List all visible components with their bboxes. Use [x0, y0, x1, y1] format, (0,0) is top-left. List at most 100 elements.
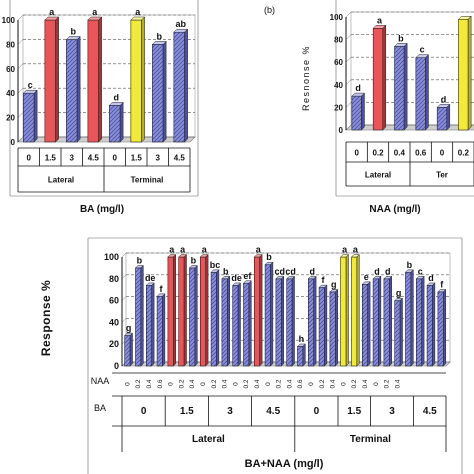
chart-2-ba-tick-label: 3 — [389, 406, 395, 417]
chart-2-bar-letter: b — [407, 260, 413, 270]
chart-0-xtick-label: 4.5 — [174, 154, 186, 163]
chart-0-bar — [44, 19, 56, 143]
chart-2-bar — [167, 256, 174, 367]
chart-2-bar — [351, 256, 358, 367]
chart-2-bar-side — [302, 343, 306, 367]
chart-2-naa-tick-label: 0.4 — [254, 379, 261, 388]
chart-2-bar-side — [227, 275, 230, 367]
chart-0-grid-diag — [17, 136, 24, 143]
chart-2-group-label: Lateral — [192, 434, 225, 445]
chart-0-grid-diag — [17, 63, 24, 69]
chart-1-bar-side — [403, 42, 408, 131]
chart-2-bar-side — [432, 282, 436, 367]
panel-b-label: (b) — [264, 5, 275, 15]
chart-0-ytick-label: 0 — [11, 138, 16, 147]
chart-2-bar — [307, 278, 314, 367]
chart-1-ytick-label: 20 — [334, 103, 343, 112]
chart-2-bar-letter: ef — [243, 271, 252, 281]
chart-2-group-label: Terminal — [350, 434, 391, 445]
chart-0-grid-diag — [17, 14, 24, 21]
chart-2-naa-tick-label: 0 — [308, 382, 315, 386]
chart-2-bar-side — [237, 282, 241, 367]
chart-0-ytick-label: 20 — [6, 114, 15, 123]
chart-1-bar — [351, 95, 362, 131]
chart-2-naa-tick-label: 0.6 — [297, 379, 304, 388]
chart-1-xtick-label: 0.6 — [415, 149, 427, 158]
chart-2-bar — [124, 335, 131, 367]
chart-2-bar-letter: g — [331, 279, 337, 289]
chart-1-xtick-label: 0.2 — [372, 149, 384, 158]
chart-2-bar — [426, 285, 433, 367]
chart-2-bar — [318, 287, 325, 367]
chart-2-ba-tick-label: 0 — [314, 406, 320, 417]
chart-0-group-label: Lateral — [48, 176, 74, 185]
chart-2-bar-letter: e — [364, 272, 369, 282]
chart-2-bar-side — [281, 275, 284, 367]
chart-2-naa-tick-label: 0.4 — [189, 379, 196, 388]
chart-0-grid-diag — [17, 39, 24, 45]
chart-1-bar-letter: d — [355, 83, 361, 93]
chart-b-ylabel: Resnonse % — [301, 45, 311, 111]
chart-1-grid-diag — [345, 79, 352, 85]
chart-2-naa-tick-label: 0.6 — [157, 379, 164, 388]
chart-1-floor — [345, 124, 474, 131]
chart-2-bar-letter: f — [440, 279, 444, 289]
chart-2-naa-tick-label: 0.2 — [178, 379, 185, 388]
chart-c-xlabel: BA+NAA (mg/l) — [245, 458, 324, 470]
chart-0-ytick-label: 40 — [6, 89, 15, 98]
chart-2-ba-tick-label: 1.5 — [347, 406, 361, 417]
chart-2-bar — [405, 271, 412, 367]
chart-0-bar-side — [55, 16, 59, 143]
chart-2-bar — [437, 291, 444, 367]
chart-2-bar-side — [129, 332, 133, 367]
chart-c-naa-row-label: NAA — [91, 376, 110, 386]
chart-2-bar — [254, 256, 261, 367]
chart-2-naa-tick-label: 0.4 — [394, 379, 401, 388]
chart-1-grid-diag — [345, 57, 352, 63]
chart-1-grid-diag — [345, 34, 352, 40]
chart-1-grid-diag — [345, 102, 352, 108]
chart-2-bar — [372, 278, 379, 367]
chart-1-group-label: Ter — [436, 171, 448, 180]
chart-2-naa-tick-label: 0.2 — [135, 379, 142, 388]
chart-1-bar — [394, 46, 405, 131]
chart-2-naa-tick-label: 0.2 — [243, 379, 250, 388]
chart-0-ytick-label: 80 — [6, 40, 15, 49]
chart-2-bar — [232, 285, 239, 367]
chart-0-bar — [130, 19, 142, 143]
chart-2-bar-letter: a — [256, 245, 262, 255]
chart-2-grid-diag — [121, 252, 127, 258]
chart-2-naa-tick-label: 0 — [232, 382, 239, 386]
chart-2-bar-letter: cd — [275, 266, 286, 276]
chart-2-bar-side — [335, 288, 338, 367]
chart-2-bar — [383, 278, 390, 367]
chart-2-bar-letter: de — [145, 273, 156, 283]
chart-c-ba-row-label: BA — [94, 403, 106, 413]
chart-1-bar — [436, 107, 448, 131]
chart-2-bar-side — [324, 284, 328, 367]
chart-2-bar — [275, 278, 282, 367]
chart-2-naa-tick-label: 0.4 — [286, 379, 293, 388]
chart-0-bar — [173, 31, 185, 143]
chart-1-grid-diag — [345, 124, 352, 131]
chart-2-ba-tick-label: 4.5 — [266, 406, 280, 417]
chart-2-bar-letter: b — [137, 256, 143, 266]
chart-2-bar-letter: h — [299, 334, 305, 344]
chart-1-group-label: Lateral — [365, 171, 391, 180]
chart-1-ytick-label: 40 — [334, 81, 343, 90]
chart-2-naa-tick-label: 0 — [200, 382, 207, 386]
chart-a-xlabel: BA (mg/l) — [80, 204, 124, 215]
chart-2-ytick-label: 80 — [109, 274, 119, 284]
chart-2-bar-side — [367, 281, 371, 367]
chart-0-ytick-label: 100 — [2, 16, 16, 25]
chart-2-bar-letter: bc — [210, 260, 221, 270]
chart-2-naa-tick-label: 0 — [373, 382, 380, 386]
chart-1-bar-letter: b — [398, 33, 404, 43]
chart-0-xtick-label: 1.5 — [131, 154, 143, 163]
chart-0-xtick-label: 3 — [156, 154, 161, 163]
chart-2-bar — [135, 267, 142, 367]
chart-2-bar-side — [173, 253, 176, 367]
chart-1-bar-side — [446, 103, 451, 131]
chart-0-bar — [152, 44, 164, 143]
